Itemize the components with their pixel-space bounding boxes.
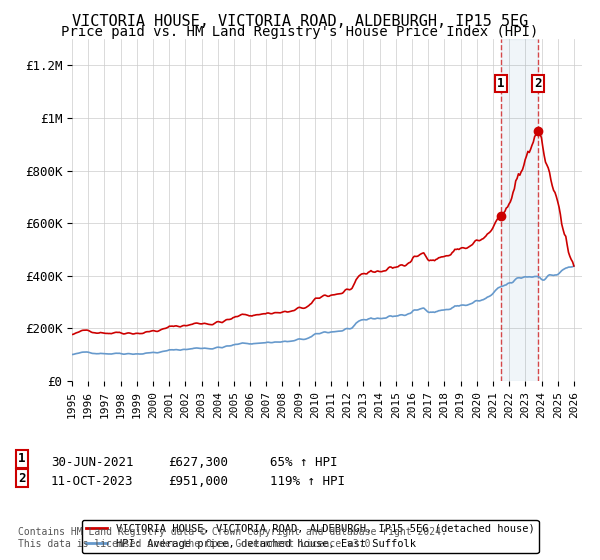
Legend: VICTORIA HOUSE, VICTORIA ROAD, ALDEBURGH, IP15 5EG (detached house), HPI: Averag: VICTORIA HOUSE, VICTORIA ROAD, ALDEBURGH…: [82, 520, 539, 553]
Text: 11-OCT-2023: 11-OCT-2023: [51, 475, 133, 488]
Text: 119% ↑ HPI: 119% ↑ HPI: [270, 475, 345, 488]
Text: Price paid vs. HM Land Registry's House Price Index (HPI): Price paid vs. HM Land Registry's House …: [61, 25, 539, 39]
Text: 2: 2: [534, 77, 542, 90]
Text: VICTORIA HOUSE, VICTORIA ROAD, ALDEBURGH, IP15 5EG: VICTORIA HOUSE, VICTORIA ROAD, ALDEBURGH…: [72, 14, 528, 29]
Text: £951,000: £951,000: [168, 475, 228, 488]
Text: 30-JUN-2021: 30-JUN-2021: [51, 455, 133, 469]
Bar: [501, 39, 538, 381]
Text: 65% ↑ HPI: 65% ↑ HPI: [270, 455, 337, 469]
Text: 1: 1: [497, 77, 505, 90]
Text: £627,300: £627,300: [168, 455, 228, 469]
Text: 2: 2: [18, 472, 25, 484]
Text: Contains HM Land Registry data © Crown copyright and database right 2024.
This d: Contains HM Land Registry data © Crown c…: [18, 527, 447, 549]
Text: 1: 1: [18, 452, 25, 465]
